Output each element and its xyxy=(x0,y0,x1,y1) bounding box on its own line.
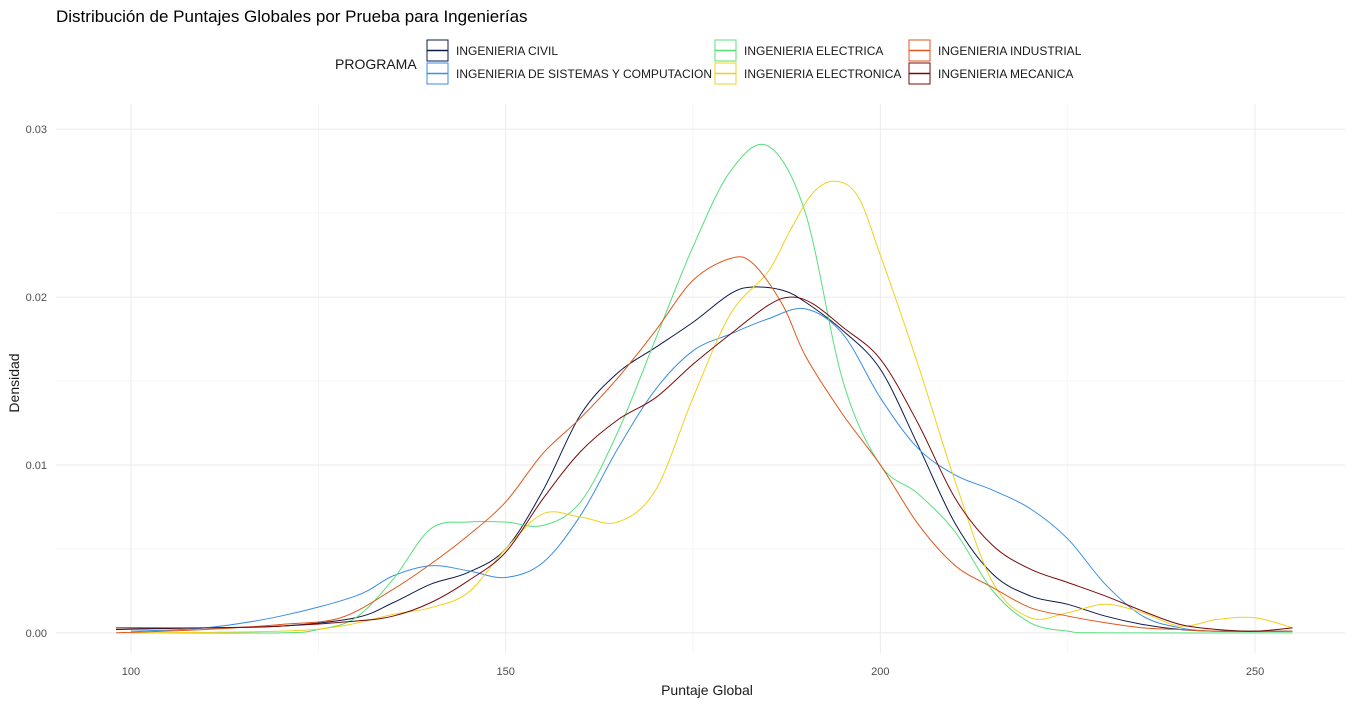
legend-item-5[interactable]: INGENIERIA INDUSTRIAL xyxy=(908,39,1082,62)
series-line-6 xyxy=(115,296,1293,632)
legend-label: INGENIERIA DE SISTEMAS Y COMPUTACION xyxy=(456,67,712,81)
y-axis-ticks: 0.00 0.01 0.02 0.03 xyxy=(26,124,47,640)
legend-title: PROGRAMA xyxy=(335,56,417,72)
y-axis-title: Densidad xyxy=(6,353,22,412)
x-axis-ticks: 100 150 200 250 xyxy=(122,666,1264,678)
x-tick-label: 200 xyxy=(871,666,889,678)
legend-item-4[interactable]: INGENIERIA ELECTRONICA xyxy=(714,62,901,85)
series-line-3 xyxy=(130,143,1293,634)
x-tick-label: 250 xyxy=(1246,666,1264,678)
series-lines xyxy=(115,143,1293,634)
y-tick-label: 0.02 xyxy=(26,292,47,304)
legend-label: INGENIERIA MECANICA xyxy=(938,67,1073,81)
series-line-1 xyxy=(115,286,1293,632)
legend-item-1[interactable]: INGENIERIA CIVIL xyxy=(426,39,558,62)
grid xyxy=(56,104,1345,653)
y-tick-label: 0.03 xyxy=(26,124,47,136)
legend: PROGRAMA INGENIERIA CIVIL INGENIERIA DE S… xyxy=(335,39,1082,85)
series-line-4 xyxy=(130,180,1293,634)
legend-label: INGENIERIA ELECTRONICA xyxy=(744,67,901,81)
x-axis-title: Puntaje Global xyxy=(661,682,753,698)
series-line-2 xyxy=(130,307,1293,632)
series-line-5 xyxy=(115,256,1293,634)
legend-label: INGENIERIA INDUSTRIAL xyxy=(938,44,1082,58)
y-tick-label: 0.00 xyxy=(26,628,47,640)
y-tick-label: 0.01 xyxy=(26,460,47,472)
legend-item-2[interactable]: INGENIERIA DE SISTEMAS Y COMPUTACION xyxy=(426,62,712,85)
legend-item-6[interactable]: INGENIERIA MECANICA xyxy=(908,62,1073,85)
legend-label: INGENIERIA ELECTRICA xyxy=(744,44,883,58)
x-tick-label: 150 xyxy=(496,666,514,678)
legend-label: INGENIERIA CIVIL xyxy=(456,44,558,58)
legend-item-3[interactable]: INGENIERIA ELECTRICA xyxy=(714,39,883,62)
chart-title: Distribución de Puntajes Globales por Pr… xyxy=(56,7,528,26)
x-tick-label: 100 xyxy=(122,666,140,678)
